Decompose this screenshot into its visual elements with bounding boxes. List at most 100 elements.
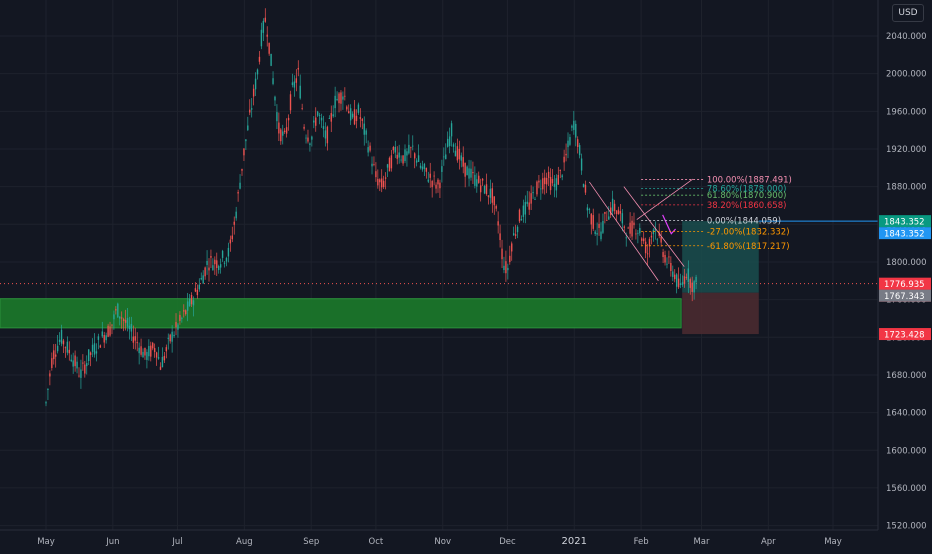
candle-body bbox=[309, 143, 311, 145]
candle-body bbox=[84, 364, 86, 374]
x-tick-label: Mar bbox=[693, 537, 710, 547]
candle-body bbox=[646, 253, 649, 255]
candle-body bbox=[80, 369, 82, 378]
candle-body bbox=[609, 207, 612, 215]
candle-body bbox=[183, 310, 185, 312]
candle-body bbox=[604, 211, 606, 214]
candle-body bbox=[641, 238, 643, 241]
candle-body bbox=[507, 267, 509, 271]
candle-body bbox=[206, 260, 208, 265]
candle-body bbox=[580, 158, 583, 171]
price-label-bg bbox=[879, 227, 931, 240]
candle-body bbox=[177, 324, 179, 330]
x-tick-label: Dec bbox=[499, 537, 516, 547]
candle-body bbox=[266, 34, 268, 37]
candle-body bbox=[58, 339, 61, 342]
candle-body bbox=[396, 154, 398, 159]
candle-body bbox=[237, 192, 239, 194]
x-tick-label: Feb bbox=[634, 537, 649, 547]
candle-body bbox=[175, 322, 177, 328]
candle-body bbox=[470, 168, 472, 178]
candle-body bbox=[157, 357, 160, 359]
candle-body bbox=[124, 320, 127, 323]
candle-body bbox=[415, 160, 418, 163]
candle-body bbox=[130, 324, 133, 332]
candle-body bbox=[404, 149, 406, 162]
candle-body bbox=[66, 341, 69, 353]
candle-body bbox=[351, 113, 354, 118]
candle-body bbox=[642, 238, 645, 242]
candle-body bbox=[74, 355, 76, 367]
candle-body bbox=[55, 354, 57, 357]
candle-body bbox=[379, 179, 381, 183]
candle-body bbox=[553, 183, 556, 187]
candle-body bbox=[505, 261, 507, 274]
candle-body bbox=[152, 342, 154, 349]
candle-body bbox=[258, 56, 261, 62]
candle-body bbox=[208, 267, 210, 271]
candle-body bbox=[194, 288, 197, 292]
candle-body bbox=[276, 112, 278, 122]
currency-button[interactable]: USD bbox=[892, 4, 924, 22]
candle-body bbox=[250, 108, 253, 110]
candle-body bbox=[373, 164, 375, 165]
candle-body bbox=[384, 177, 387, 179]
candle-body bbox=[264, 17, 266, 22]
candle-body bbox=[109, 326, 111, 336]
candle-body bbox=[460, 155, 462, 161]
candle-body bbox=[577, 139, 579, 148]
candle-body bbox=[86, 363, 88, 367]
candle-body bbox=[666, 263, 668, 265]
candle-body bbox=[499, 233, 501, 241]
candle-body bbox=[49, 373, 51, 377]
candle-body bbox=[346, 106, 348, 110]
candle-body bbox=[545, 177, 548, 185]
candle-body bbox=[196, 289, 199, 296]
candle-body bbox=[427, 179, 429, 182]
candle-body bbox=[87, 349, 90, 362]
candle-body bbox=[227, 247, 230, 257]
candle-body bbox=[660, 236, 662, 243]
candle-body bbox=[291, 82, 294, 86]
candle-body bbox=[485, 184, 488, 195]
candle-body bbox=[448, 136, 451, 147]
candle-body bbox=[138, 347, 140, 354]
candle-body bbox=[674, 274, 676, 280]
candle-body bbox=[359, 117, 362, 119]
candle-body bbox=[348, 111, 350, 114]
candle-body bbox=[361, 119, 364, 121]
candle-body bbox=[687, 268, 690, 282]
candle-body bbox=[613, 203, 616, 211]
candle-body bbox=[303, 126, 305, 129]
candle-body bbox=[51, 358, 53, 368]
candle-body bbox=[456, 146, 459, 161]
trend-line bbox=[623, 186, 685, 267]
position-stop-zone bbox=[682, 292, 759, 335]
candle-body bbox=[249, 109, 251, 113]
candle-body bbox=[239, 182, 241, 189]
candle-body bbox=[408, 144, 410, 154]
candle-body bbox=[188, 298, 191, 306]
candle-body bbox=[615, 210, 618, 214]
candle-body bbox=[429, 173, 431, 178]
candle-body bbox=[491, 188, 494, 203]
candle-body bbox=[295, 78, 298, 83]
candle-body bbox=[165, 347, 168, 352]
candle-body bbox=[235, 211, 237, 219]
candle-body bbox=[107, 325, 109, 337]
candle-body bbox=[318, 115, 321, 116]
y-tick-label: 1640.000 bbox=[886, 409, 927, 419]
candle-body bbox=[398, 152, 400, 158]
candle-body bbox=[497, 221, 499, 226]
candle-body bbox=[479, 185, 482, 193]
candle-body bbox=[340, 92, 342, 104]
candle-body bbox=[229, 239, 232, 244]
candle-body bbox=[487, 195, 490, 197]
candle-body bbox=[330, 113, 332, 122]
candle-body bbox=[233, 221, 235, 225]
candle-body bbox=[452, 144, 455, 147]
candle-body bbox=[223, 262, 226, 264]
